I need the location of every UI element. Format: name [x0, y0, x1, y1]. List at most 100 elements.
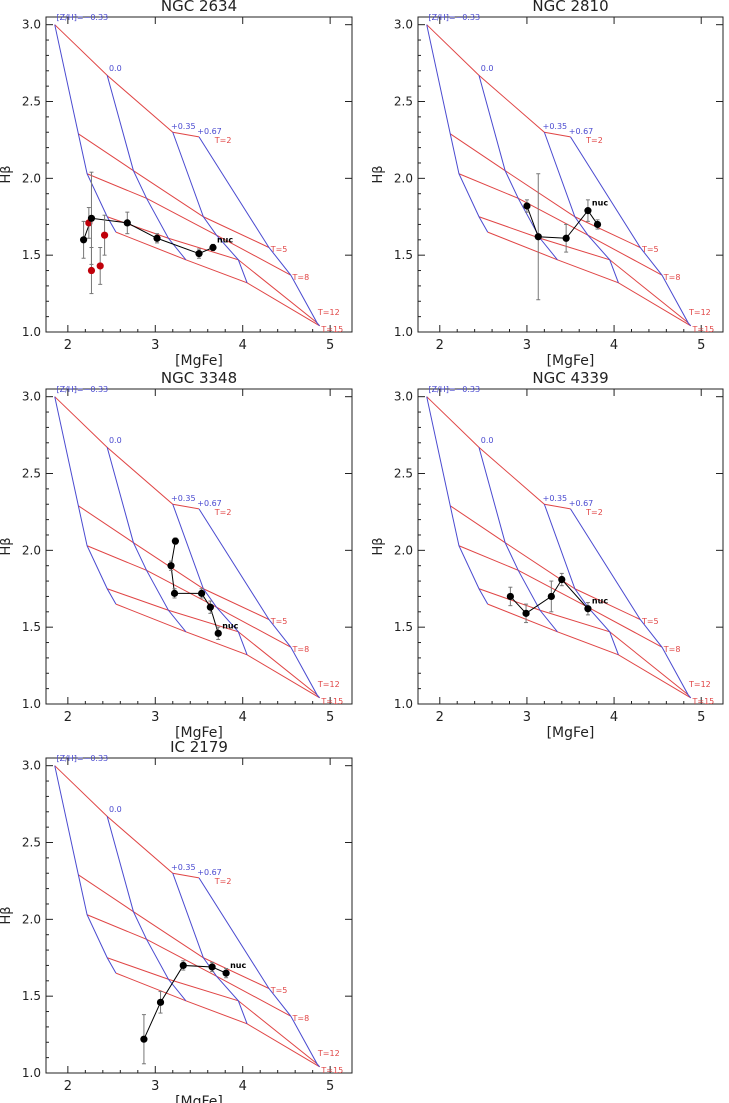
data-point — [123, 219, 131, 227]
panel-title: NGC 4339 — [532, 369, 608, 387]
panel-ic-2179: IC 2179 2 3 4 5 1.0 1.5 2.0 2.5 3.0 [MgFe] Hβ [Z/H]=… — [0, 738, 353, 1103]
y-tick-label: 2.5 — [394, 95, 413, 109]
data-point — [167, 562, 175, 570]
data-point — [562, 234, 570, 242]
metallicity-model-line — [478, 447, 558, 633]
age-model-line — [54, 24, 200, 138]
y-tick-label: 2.0 — [394, 171, 413, 185]
y-tick-label: 1.5 — [394, 620, 413, 634]
age-model-line — [86, 173, 292, 276]
age-label: T=12 — [688, 308, 711, 317]
metallicity-label: +0.35 — [171, 494, 196, 503]
data-point — [506, 592, 514, 601]
red-data-point — [87, 266, 96, 275]
y-tick-label: 1.0 — [394, 697, 413, 711]
metallicity-label: [Z/H]=−0.33 — [56, 13, 108, 22]
nucleus-label: nuc — [230, 961, 246, 970]
x-axis-label: [MgFe] — [175, 1094, 223, 1103]
x-tick-label: 5 — [697, 710, 705, 725]
metallicity-model-line — [172, 504, 248, 656]
data-point — [584, 207, 592, 215]
metallicity-model-line — [478, 75, 558, 261]
x-tick-label: 3 — [151, 710, 159, 725]
x-tick-label: 4 — [239, 338, 247, 353]
metallicity-label: 0.0 — [109, 805, 122, 814]
y-tick-label: 2.0 — [394, 543, 413, 557]
age-label: T=2 — [585, 136, 603, 145]
x-tick-label: 4 — [239, 1079, 247, 1094]
x-tick-label: 5 — [326, 1079, 334, 1094]
metallicity-model-line — [570, 508, 692, 699]
x-axis-label: [MgFe] — [547, 725, 595, 741]
data-point — [87, 214, 96, 222]
age-model-line — [78, 133, 270, 248]
data-point — [156, 998, 165, 1006]
age-model-line — [449, 505, 641, 620]
age-model-line — [449, 133, 641, 248]
nucleus-label: nuc — [592, 199, 608, 208]
age-model-line — [478, 216, 689, 324]
metallicity-label: +0.67 — [197, 499, 222, 508]
x-tick-label: 2 — [436, 338, 444, 353]
panel-ngc-2634: NGC 2634 2 3 4 5 1.0 1.5 2.0 2.5 3.0 [MgFe] Hβ [Z/H]… — [0, 0, 353, 369]
x-tick-label: 4 — [610, 338, 618, 353]
data-point — [79, 236, 88, 244]
y-axis-label: Hβ — [0, 165, 14, 183]
age-label: T=15 — [692, 697, 715, 706]
metallicity-model-line — [426, 24, 489, 233]
radial-profile-line — [143, 964, 227, 1040]
age-model-line — [115, 231, 320, 327]
y-axis-label: Hβ — [0, 537, 14, 555]
y-tick-label: 1.5 — [22, 248, 41, 262]
x-tick-label: 5 — [326, 710, 334, 725]
red-data-point — [96, 262, 104, 270]
metallicity-label: [Z/H]=−0.33 — [56, 385, 108, 394]
y-tick-label: 2.0 — [22, 171, 41, 185]
x-tick-label: 3 — [523, 710, 531, 725]
age-model-line — [54, 396, 200, 510]
y-tick-label: 1.5 — [22, 989, 41, 1003]
nucleus-label: nuc — [592, 597, 608, 606]
age-label: T=8 — [663, 645, 681, 654]
axes-frame — [45, 757, 353, 1074]
y-tick-label: 2.5 — [22, 467, 41, 481]
radial-profile-line — [170, 541, 219, 634]
age-model-line — [86, 914, 292, 1017]
age-label: T=5 — [641, 245, 659, 254]
y-tick-label: 2.5 — [394, 467, 413, 481]
x-tick-label: 5 — [326, 338, 334, 353]
metallicity-label: +0.35 — [171, 122, 196, 131]
age-model-line — [458, 173, 663, 276]
data-point — [522, 609, 530, 617]
age-label: T=5 — [641, 617, 659, 626]
x-tick-label: 2 — [64, 1079, 72, 1094]
metallicity-label: +0.35 — [543, 122, 568, 131]
x-tick-label: 2 — [436, 710, 444, 725]
metallicity-model-line — [106, 816, 187, 1002]
x-axis-label: [MgFe] — [175, 725, 223, 741]
axes-frame — [45, 388, 353, 705]
x-tick-label: 2 — [64, 710, 72, 725]
age-label: T=15 — [320, 1066, 343, 1075]
metallicity-model-line — [570, 136, 692, 327]
metallicity-model-line — [198, 508, 321, 699]
axes-frame — [417, 16, 724, 333]
data-point — [593, 220, 602, 229]
y-axis-label: Hβ — [371, 537, 386, 555]
panel-ngc-2810: NGC 2810 2 3 4 5 1.0 1.5 2.0 2.5 3.0 [MgFe] Hβ [Z/H]… — [371, 0, 724, 369]
age-label: T=12 — [317, 680, 340, 689]
metallicity-label: [Z/H]=−0.33 — [428, 385, 480, 394]
y-tick-label: 2.0 — [22, 912, 41, 926]
red-data-point — [100, 231, 109, 239]
age-label: T=12 — [317, 308, 340, 317]
metallicity-label: 0.0 — [109, 64, 122, 73]
metallicity-model-line — [54, 24, 117, 233]
age-model-line — [426, 396, 571, 510]
data-point — [170, 589, 179, 597]
y-tick-label: 1.0 — [22, 325, 41, 339]
age-label: T=8 — [292, 1014, 310, 1023]
age-model-line — [107, 957, 318, 1065]
y-tick-label: 3.0 — [22, 18, 41, 32]
age-model-line — [78, 505, 270, 620]
